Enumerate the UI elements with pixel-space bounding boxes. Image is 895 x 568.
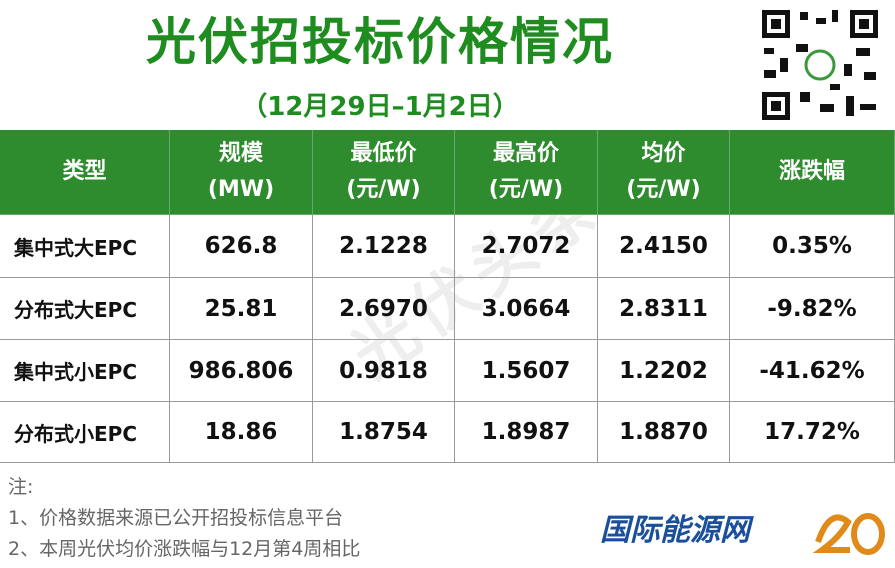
table-cell: 1.5607: [455, 340, 598, 402]
table-cell: 1.8754: [313, 402, 455, 463]
table-cell: 626.8: [170, 215, 313, 278]
anniversary-logo: [812, 513, 885, 555]
row-label: 集中式小EPC: [0, 340, 170, 402]
table-cell: 17.72%: [730, 402, 895, 463]
header-text: (元/W): [346, 177, 421, 202]
title: 光伏招投标价格情况: [146, 13, 614, 71]
table-cell: 0.35%: [730, 215, 895, 278]
table-cell: 25.81: [170, 278, 313, 340]
table-cell: -41.62%: [730, 340, 895, 402]
table-cell: 1.8870: [598, 402, 730, 463]
table-cell: -9.82%: [730, 278, 895, 340]
table-cell: 1.2202: [598, 340, 730, 402]
header-text: 最高价: [492, 141, 559, 166]
table-cell: 2.6970: [313, 278, 455, 340]
table-cell: 2.7072: [455, 215, 598, 278]
row-label: 分布式大EPC: [0, 278, 170, 340]
table-cell: 3.0664: [455, 278, 598, 340]
table-cell: 18.86: [170, 402, 313, 463]
header-cell: 类型: [0, 130, 170, 215]
header-cell: 均价 (元/W): [598, 130, 730, 215]
table-cell: 0.9818: [313, 340, 455, 402]
header-cell: 涨跌幅: [730, 130, 895, 215]
logo: 国际能源网: [600, 513, 750, 548]
table-cell: 986.806: [170, 340, 313, 402]
header-text: (MW): [207, 177, 275, 202]
note-item: 2、本周光伏均价涨跌幅与12月第4周相比: [8, 538, 361, 560]
qr-code: [760, 8, 880, 122]
table-cell: 2.1228: [313, 215, 455, 278]
header-cell: 最高价 (元/W): [455, 130, 598, 215]
header-text: (元/W): [626, 177, 701, 202]
table-cell: 2.8311: [598, 278, 730, 340]
header-text: 类型: [62, 159, 107, 184]
row-label: 集中式大EPC: [0, 215, 170, 278]
header-text: 最低价: [350, 141, 417, 166]
header-text: 规模: [218, 141, 263, 166]
table-cell: 2.4150: [598, 215, 730, 278]
header-text: 涨跌幅: [778, 159, 845, 184]
subtitle: （12月29日–1月2日）: [241, 92, 519, 122]
header-cell: 规模 (MW): [170, 130, 313, 215]
header-text: (元/W): [488, 177, 564, 202]
header-cell: 最低价 (元/W): [313, 130, 455, 215]
row-label: 分布式小EPC: [0, 402, 170, 463]
notes-label: 注:: [8, 476, 34, 498]
header-text: 均价: [641, 141, 686, 166]
table-cell: 1.8987: [455, 402, 598, 463]
note-item: 1、价格数据来源已公开招投标信息平台: [8, 507, 344, 529]
